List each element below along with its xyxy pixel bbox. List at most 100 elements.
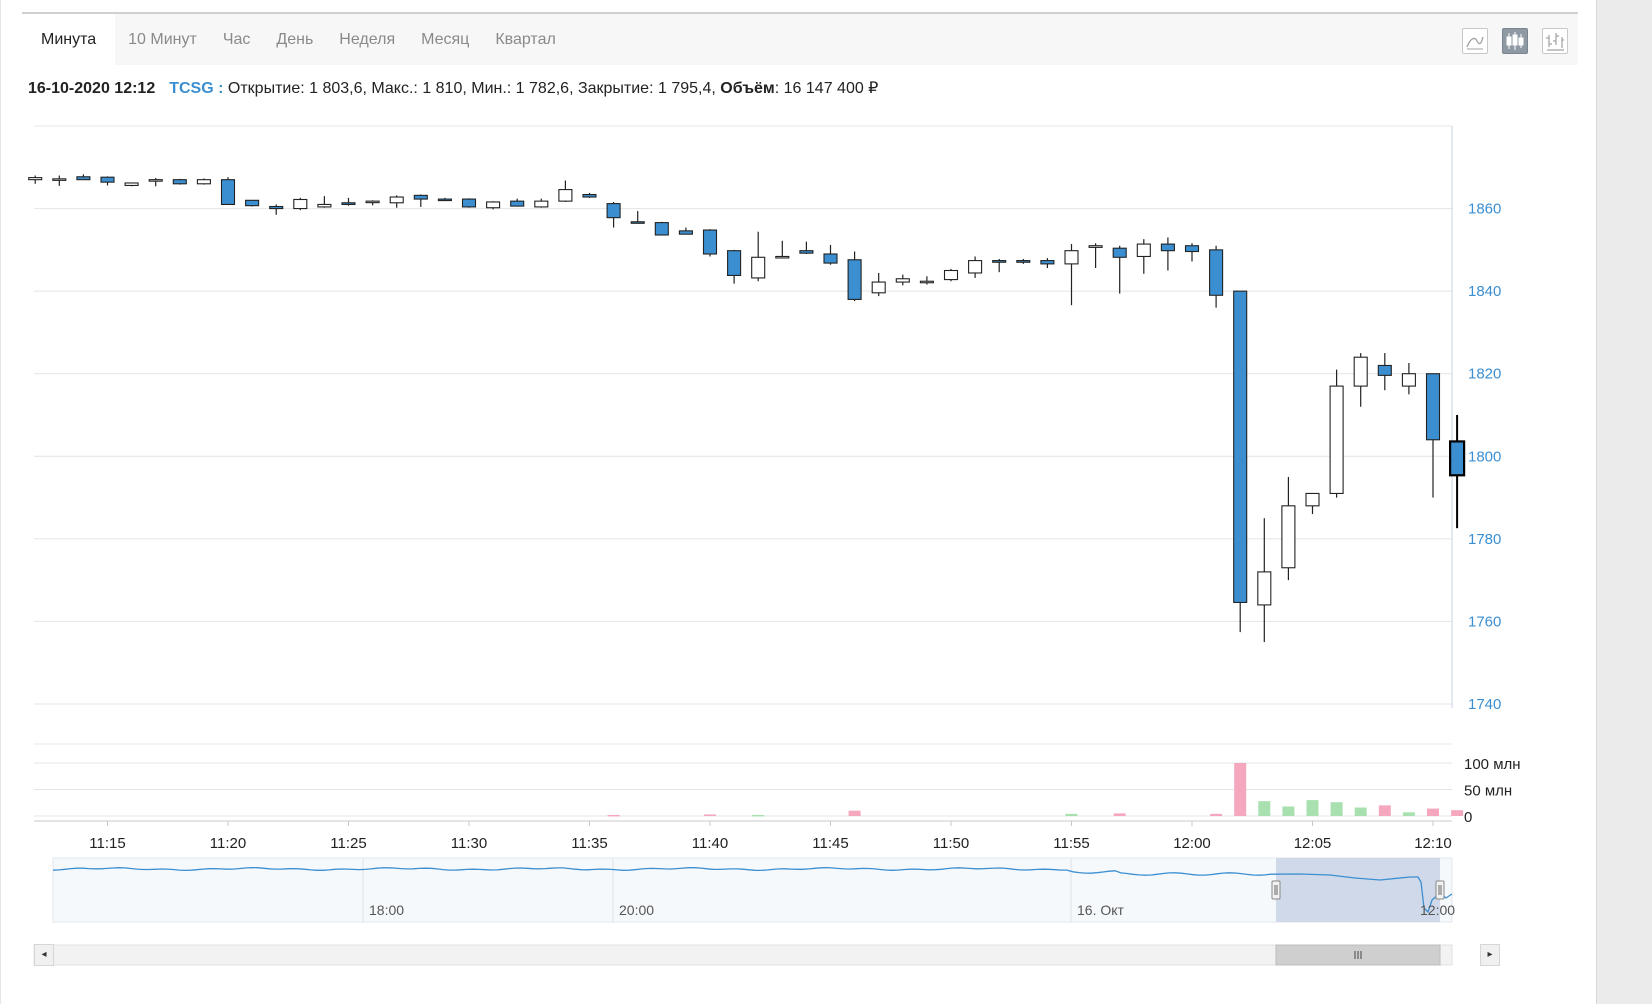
candle-body [1040,260,1055,265]
candle-body [606,203,621,219]
navigator-selection-window [1276,858,1440,922]
volume-bar [1258,801,1271,816]
candle-body [245,199,260,207]
candle-body [1088,245,1103,248]
y-tick-label: 1800 [1468,448,1501,465]
candle-body [124,182,139,187]
scrollbar-track [33,944,1453,966]
candle-body [317,203,332,208]
line-chart-button[interactable] [1462,28,1488,54]
volume-bar [1427,808,1439,816]
ohlc-chart-button[interactable] [1542,28,1568,54]
candlestick-chart-icon [1506,32,1524,50]
candle-body [1064,250,1079,265]
candle-body [582,193,597,198]
candle-body [654,222,669,236]
scroll-left-button[interactable]: ◂ [34,944,54,966]
volume-bar [1354,807,1367,816]
candle-body [943,269,959,281]
x-tick-label: 11:55 [1053,835,1089,852]
navigator-label: 12:00 [1420,902,1455,918]
page-frame [0,0,1,1004]
candle-body [558,189,573,202]
tab-6[interactable]: Квартал [495,31,556,48]
volume-tick-label: 0 [1464,809,1472,826]
candle-body [293,198,308,210]
candle-body [1209,249,1224,296]
tab-2[interactable]: Час [222,31,251,48]
candle-body [1184,245,1200,253]
candle-body [148,179,163,182]
navigator-label: 20:00 [619,902,654,918]
candle-body [895,278,910,283]
candle-body [630,221,645,224]
candle-body [678,230,693,235]
volume-tick-label: 100 млн [1464,756,1521,773]
volume-bar [607,814,620,817]
x-tick-label: 11:35 [571,835,607,852]
candlestick-chart[interactable]: 1740 1760 1780 1800 1820 1840 1860 0 50 млн 100 м… [0,0,1596,1004]
line-chart-icon [1466,36,1484,50]
candle-body [968,260,983,274]
info-volume-value: : 16 147 400 ₽ [774,80,879,97]
candle-body [775,255,790,259]
info-ohlc: Открытие: 1 803,6, Макс.: 1 810, Мин.: 1… [227,80,716,97]
info-ticker: TCSG : [169,80,224,97]
candle-body [1233,290,1248,603]
candle-body [461,198,477,208]
x-tick-label: 11:25 [330,835,366,852]
candle-body [1136,243,1151,258]
volume-bar [1451,810,1464,816]
period-tabbar: Минута 10 Минут Час День Неделя Месяц Квартал [22,14,1578,65]
candle-body [413,194,428,200]
candlestick-chart-button[interactable] [1502,28,1528,54]
volume-bar [1113,813,1126,816]
y-tick-label: 1840 [1468,283,1501,300]
x-tick-label: 12:00 [1173,835,1211,852]
candle-body [1425,373,1441,441]
candle-body [1329,385,1344,494]
candle-body [437,198,452,202]
candle-body [269,205,284,210]
candle-body [1305,492,1320,507]
x-tick-label: 11:40 [692,835,728,852]
candle-body [1377,364,1392,376]
candle-body [1281,505,1296,569]
y-tick-label: 1760 [1468,613,1501,630]
y-tick-label: 1820 [1468,366,1501,383]
candle-body [847,259,862,300]
candle-body [196,179,211,185]
volume-tick-label: 50 млн [1464,783,1512,800]
ohlc-chart-icon [1546,33,1564,51]
volume-bar [1210,813,1223,816]
volume-bar [1378,805,1391,816]
y-tick-label: 1860 [1468,201,1501,218]
candle-body [992,260,1007,263]
x-tick-label: 11:30 [451,835,487,852]
tab-4[interactable]: Неделя [339,31,396,48]
candle-body [702,229,718,255]
candle-body [1112,247,1127,258]
candle-body [823,253,838,264]
tab-0[interactable]: Минута [22,14,116,65]
x-tick-label: 11:45 [812,835,848,852]
candle-body [365,200,380,204]
candle-body [76,176,91,181]
candle-body [1257,571,1272,606]
volume-bar [1234,763,1247,816]
volume-bar [1065,813,1078,816]
scroll-right-button[interactable]: ▸ [1480,944,1500,966]
candle-body [28,177,43,181]
tab-3[interactable]: День [276,31,314,48]
tab-5[interactable]: Месяц [421,31,470,48]
candle-body [534,200,549,208]
candle-body [751,256,766,279]
tab-1[interactable]: 10 Минут [128,31,197,48]
volume-bar [1330,802,1343,816]
right-gutter [1596,0,1652,1004]
top-rule [22,12,1578,14]
ohlc-info-line: 16-10-2020 12:12 TCSG : Открытие: 1 803,6… [28,78,878,98]
candle-body [727,250,742,277]
info-datetime: 16-10-2020 12:12 [28,80,156,97]
x-tick-label: 11:15 [89,835,125,852]
